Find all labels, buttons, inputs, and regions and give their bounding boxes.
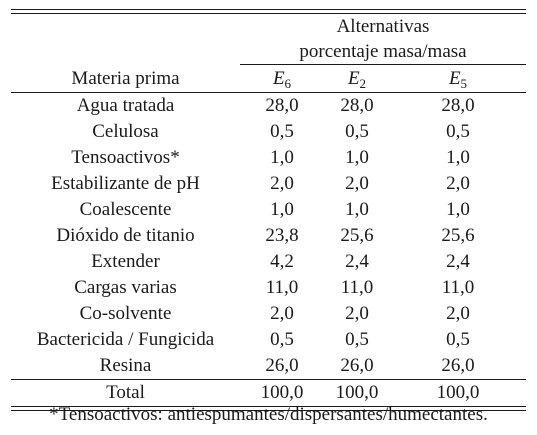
table-row: Extender 4,2 2,4 2,4 xyxy=(11,249,526,275)
cell-value: 23,8 xyxy=(265,225,299,246)
column-header-row: Materia prima E6 E2 E5 xyxy=(11,65,526,93)
cell-value: 28,0 xyxy=(340,95,374,116)
cell-value: 1,0 xyxy=(270,199,294,220)
table-row: Estabilizante de pH 2,0 2,0 2,0 xyxy=(11,171,526,197)
cell-value: 11,0 xyxy=(265,277,299,298)
cell-value: 0,5 xyxy=(345,121,369,142)
bottom-rule xyxy=(11,406,526,407)
total-value: 100,0 xyxy=(260,382,304,403)
table-row: Co-solvente 2,0 2,0 2,0 xyxy=(11,301,526,327)
row-name: Agua tratada xyxy=(76,95,175,116)
table-row: Dióxido de titanio 23,8 25,6 25,6 xyxy=(11,223,526,249)
cell-value: 1,0 xyxy=(345,147,369,168)
cell-value: 2,0 xyxy=(345,173,369,194)
total-value: 100,0 xyxy=(436,382,480,403)
column-header-e5: E5 xyxy=(448,68,468,91)
cell-value: 1,0 xyxy=(345,199,369,220)
group-header-row-1: Alternativas xyxy=(11,14,526,39)
cell-value: 0,5 xyxy=(270,121,294,142)
cell-value: 25,6 xyxy=(340,225,374,246)
row-name: Estabilizante de pH xyxy=(51,173,200,194)
cell-value: 0,5 xyxy=(345,329,369,350)
row-name: Cargas varias xyxy=(74,277,177,298)
cell-value: 1,0 xyxy=(270,147,294,168)
table-row: Bactericida / Fungicida 0,5 0,5 0,5 xyxy=(11,327,526,353)
cell-value: 2,0 xyxy=(270,303,294,324)
table-container: Alternativas porcentaje masa/masa Materi… xyxy=(11,9,526,411)
footnote: *Tensoactivos: antiespumantes/dispersant… xyxy=(49,404,488,425)
cell-value: 26,0 xyxy=(390,353,526,380)
cell-value: 1,0 xyxy=(446,147,470,168)
cell-value: 26,0 xyxy=(240,353,324,380)
cell-value: 2,4 xyxy=(345,251,369,272)
cell-value: 11,0 xyxy=(340,277,374,298)
row-name: Celulosa xyxy=(92,121,159,142)
column-header-e6: E6 xyxy=(272,68,292,91)
table-row: Agua tratada 28,0 28,0 28,0 xyxy=(11,93,526,120)
cell-value: 0,5 xyxy=(446,121,470,142)
top-rule xyxy=(11,9,526,10)
total-value: 100,0 xyxy=(335,382,379,403)
cell-value: 2,0 xyxy=(270,173,294,194)
group-header-row-2: porcentaje masa/masa xyxy=(11,39,526,65)
group-header-line2: porcentaje masa/masa xyxy=(240,39,526,65)
top-rule-second xyxy=(11,13,526,14)
row-name: Co-solvente xyxy=(79,303,172,324)
cell-value: 0,5 xyxy=(446,329,470,350)
cell-value: 4,2 xyxy=(270,251,294,272)
table-row: Tensoactivos* 1,0 1,0 1,0 xyxy=(11,145,526,171)
column-header-e2: E2 xyxy=(347,68,367,91)
row-name: Coalescente xyxy=(79,199,172,220)
table-row: Resina 26,0 26,0 26,0 xyxy=(11,353,526,380)
total-label: Total xyxy=(106,382,145,403)
cell-value: 11,0 xyxy=(441,277,475,298)
cell-value: 25,6 xyxy=(441,225,475,246)
cell-value: 0,5 xyxy=(270,329,294,350)
row-name: Extender xyxy=(91,251,160,272)
row-header: Materia prima xyxy=(71,67,180,89)
cell-value: 28,0 xyxy=(441,95,475,116)
table-row: Coalescente 1,0 1,0 1,0 xyxy=(11,197,526,223)
row-name: Dióxido de titanio xyxy=(56,225,195,246)
row-name: Tensoactivos* xyxy=(71,147,180,168)
cell-value: 2,4 xyxy=(446,251,470,272)
cell-value: 2,0 xyxy=(345,303,369,324)
cell-value: 2,0 xyxy=(446,173,470,194)
total-row: Total 100,0 100,0 100,0 xyxy=(11,380,526,407)
cell-value: 26,0 xyxy=(324,353,390,380)
composition-table: Alternativas porcentaje masa/masa Materi… xyxy=(11,14,526,406)
bottom-rule-second xyxy=(11,410,526,411)
row-name: Resina xyxy=(11,353,240,380)
cell-value: 28,0 xyxy=(265,95,299,116)
cell-value: 2,0 xyxy=(446,303,470,324)
table-row: Celulosa 0,5 0,5 0,5 xyxy=(11,119,526,145)
row-name: Bactericida / Fungicida xyxy=(36,329,215,350)
group-header-line1: Alternativas xyxy=(336,16,430,37)
table-row: Cargas varias 11,0 11,0 11,0 xyxy=(11,275,526,301)
cell-value: 1,0 xyxy=(446,199,470,220)
